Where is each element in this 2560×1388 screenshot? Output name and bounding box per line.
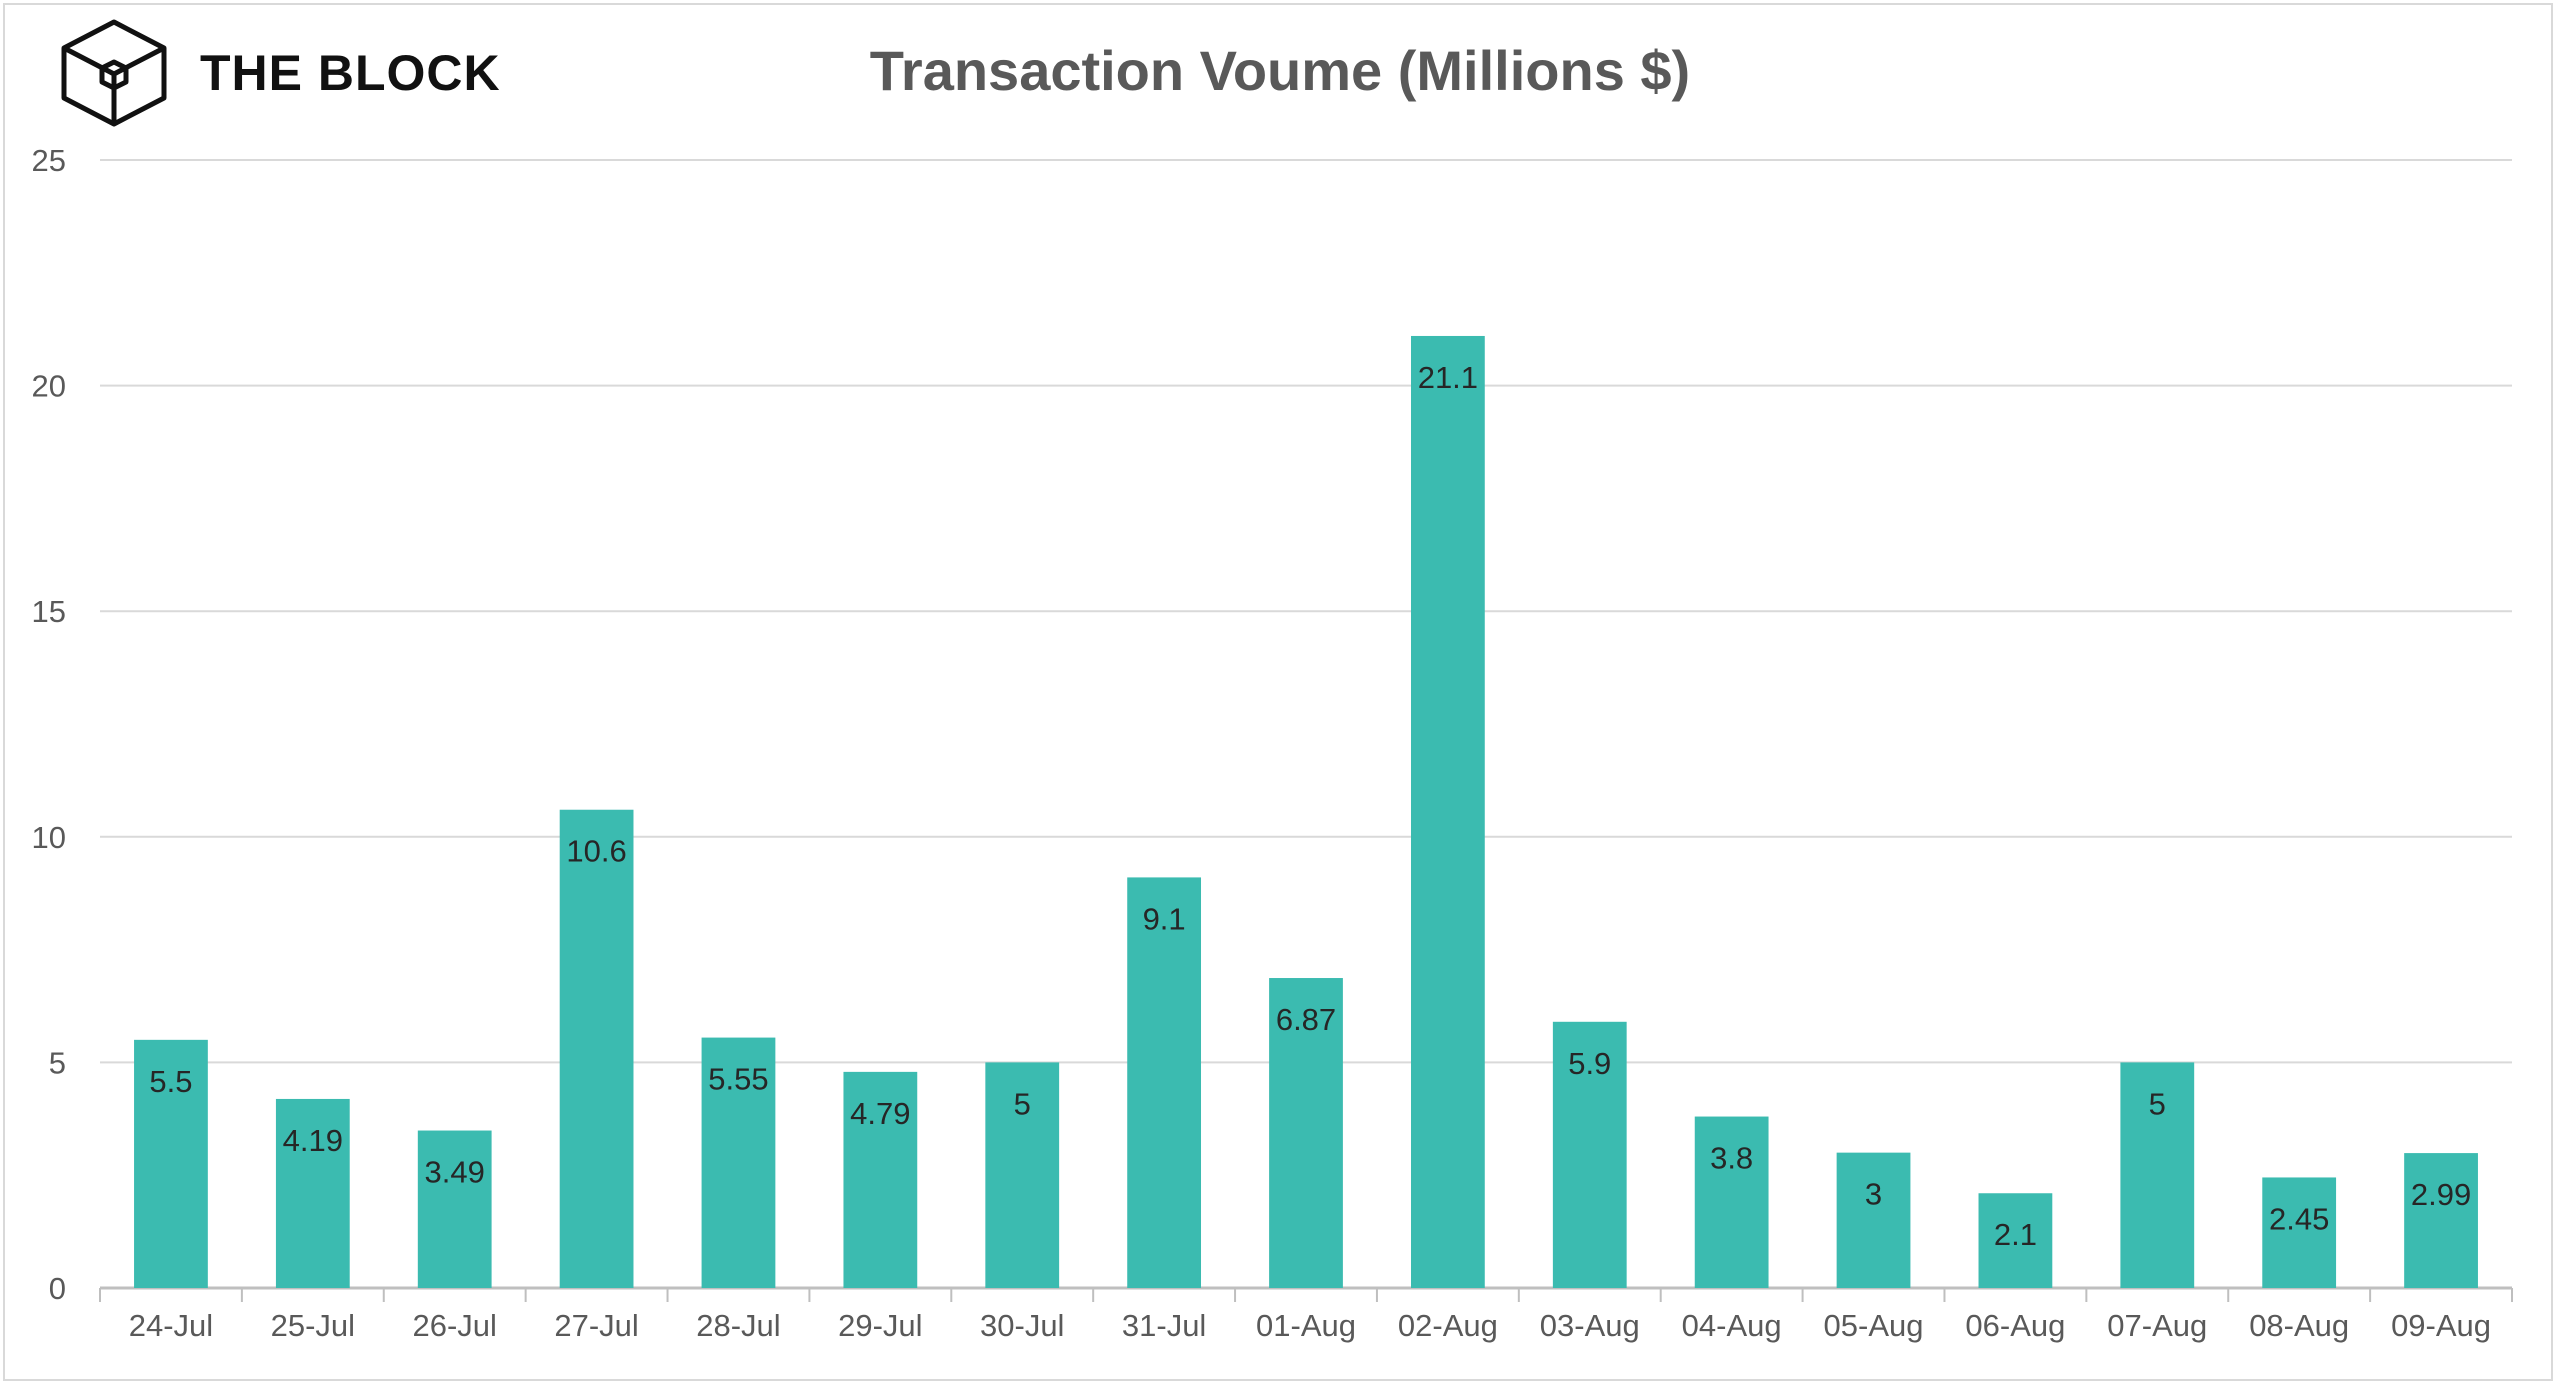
y-tick-label: 10 bbox=[32, 820, 66, 855]
bar bbox=[417, 1130, 492, 1288]
y-tick-label: 20 bbox=[32, 369, 66, 404]
chart-title: Transaction Voume (Millions $) bbox=[869, 39, 1691, 102]
data-label: 6.87 bbox=[1276, 1002, 1336, 1037]
brand: THE BLOCK bbox=[58, 18, 501, 128]
x-tick-label: 06-Aug bbox=[1965, 1308, 2065, 1343]
data-label: 4.19 bbox=[283, 1123, 343, 1158]
bar bbox=[2262, 1177, 2337, 1288]
data-label: 9.1 bbox=[1143, 901, 1186, 936]
data-label: 2.99 bbox=[2411, 1177, 2471, 1212]
bar bbox=[843, 1071, 918, 1288]
bar bbox=[1552, 1021, 1627, 1288]
x-tick-label: 27-Jul bbox=[554, 1308, 638, 1343]
y-axis: 0 5 10 15 20 25 bbox=[32, 143, 66, 1306]
bar bbox=[1410, 335, 1485, 1288]
x-tick-label: 08-Aug bbox=[2249, 1308, 2349, 1343]
x-tick-label: 30-Jul bbox=[980, 1308, 1064, 1343]
bar bbox=[1836, 1152, 1911, 1288]
bar bbox=[2120, 1062, 2195, 1288]
data-labels: 5.5 4.19 3.49 10.6 5.55 4.79 5 9.1 6.87 21.1 5.9 3.… bbox=[149, 360, 2471, 1252]
brand-name: THE BLOCK bbox=[200, 45, 501, 101]
x-tick-label: 24-Jul bbox=[129, 1308, 213, 1343]
data-label: 2.1 bbox=[1994, 1217, 2037, 1252]
data-label: 5.5 bbox=[149, 1064, 192, 1099]
bar bbox=[275, 1098, 350, 1288]
bars bbox=[134, 335, 2478, 1288]
x-tick-label: 07-Aug bbox=[2107, 1308, 2207, 1343]
bar bbox=[701, 1037, 776, 1288]
bar bbox=[2404, 1153, 2478, 1288]
bar bbox=[1127, 877, 1202, 1288]
y-tick-label: 0 bbox=[49, 1271, 66, 1306]
bar bbox=[1269, 978, 1343, 1288]
data-label: 10.6 bbox=[566, 834, 626, 869]
data-label: 3 bbox=[1865, 1177, 1882, 1212]
x-tick-label: 02-Aug bbox=[1398, 1308, 1498, 1343]
data-label: 5 bbox=[1014, 1086, 1031, 1121]
data-label: 2.45 bbox=[2269, 1201, 2329, 1236]
x-tick-label: 29-Jul bbox=[838, 1308, 922, 1343]
data-label: 5.9 bbox=[1568, 1046, 1611, 1081]
x-tick-label: 05-Aug bbox=[1824, 1308, 1924, 1343]
x-tick-label: 04-Aug bbox=[1682, 1308, 1782, 1343]
bar bbox=[1978, 1193, 2053, 1288]
bar bbox=[985, 1062, 1060, 1288]
bar bbox=[1694, 1116, 1769, 1288]
y-tick-label: 5 bbox=[49, 1045, 66, 1080]
x-tick-label: 26-Jul bbox=[412, 1308, 496, 1343]
x-tick-label: 01-Aug bbox=[1256, 1308, 1356, 1343]
x-tick-label: 09-Aug bbox=[2391, 1308, 2491, 1343]
x-tick-label: 28-Jul bbox=[696, 1308, 780, 1343]
data-label: 3.8 bbox=[1710, 1141, 1753, 1176]
y-tick-label: 15 bbox=[32, 594, 66, 629]
x-tick-label: 31-Jul bbox=[1122, 1308, 1206, 1343]
x-tick-label: 03-Aug bbox=[1540, 1308, 1640, 1343]
x-tick-label: 25-Jul bbox=[271, 1308, 355, 1343]
data-label: 4.79 bbox=[850, 1096, 910, 1131]
data-label: 21.1 bbox=[1418, 360, 1478, 395]
cube-logo-icon bbox=[61, 19, 167, 127]
x-axis: 24-Jul 25-Jul 26-Jul 27-Jul 28-Jul 29-Jul 30-J… bbox=[99, 1288, 2513, 1343]
y-tick-label: 25 bbox=[32, 143, 66, 178]
data-label: 5 bbox=[2149, 1086, 2166, 1121]
bar bbox=[134, 1039, 208, 1288]
bar bbox=[559, 809, 634, 1288]
data-label: 5.55 bbox=[708, 1062, 768, 1097]
data-label: 3.49 bbox=[425, 1155, 485, 1190]
